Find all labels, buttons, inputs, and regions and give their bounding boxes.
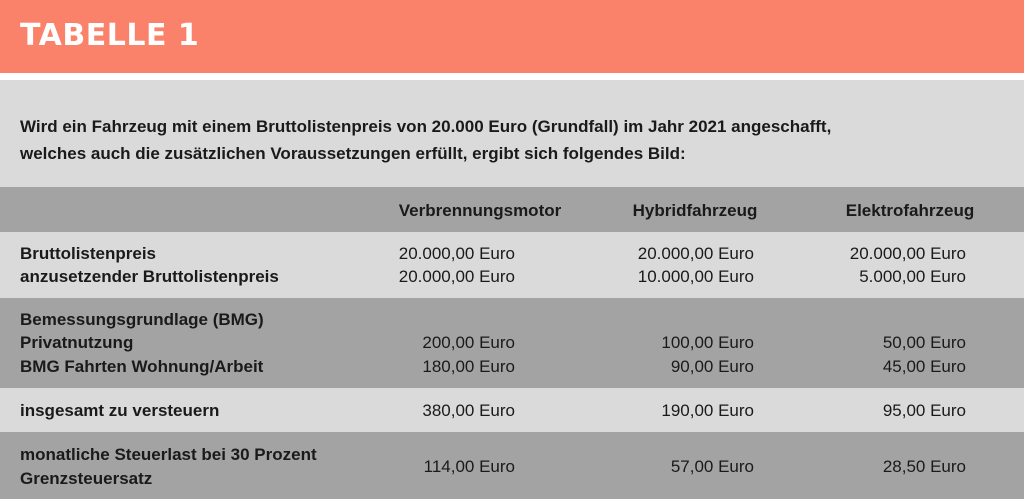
row-label-insgesamt: insgesamt zu versteuern	[20, 401, 220, 420]
column-header-elektrofahrzeug: Elektrofahrzeug	[845, 201, 975, 220]
table-row-steuerlast: monatliche Steuerlast bei 30 Prozent Gre…	[0, 432, 1024, 499]
table-cell: 100,00 Euro	[661, 333, 754, 352]
table-row-listenpreis: Bruttolistenpreis anzusetzender Bruttoli…	[0, 232, 1024, 298]
table-cell: 380,00 Euro	[422, 401, 515, 420]
table-title: TABELLE 1	[20, 18, 200, 53]
intro-line-1: Wird ein Fahrzeug mit einem Bruttolisten…	[20, 117, 832, 136]
table-header-bar: TABELLE 1	[0, 0, 1024, 73]
table-cell: 45,00 Euro	[882, 357, 966, 376]
intro-line-2: welches auch die zusätzlichen Voraussetz…	[20, 144, 686, 163]
table-cell: 5.000,00 Euro	[859, 267, 966, 286]
row-label-bmg-fahrten: BMG Fahrten Wohnung/Arbeit	[20, 357, 264, 376]
table-cell: 20.000,00 Euro	[398, 267, 515, 286]
table-cell: 57,00 Euro	[670, 457, 754, 476]
table-cell: 90,00 Euro	[670, 357, 754, 376]
table-cell: 20.000,00 Euro	[849, 244, 966, 263]
intro-text: Wird ein Fahrzeug mit einem Bruttolisten…	[20, 113, 1010, 167]
table-cell: 50,00 Euro	[882, 333, 966, 352]
row-label-bruttolistenpreis: Bruttolistenpreis	[20, 244, 157, 263]
column-header-hybridfahrzeug: Hybridfahrzeug	[632, 201, 758, 220]
column-header-row: Verbrennungsmotor Hybridfahrzeug Elektro…	[0, 187, 1024, 232]
header-divider	[0, 73, 1024, 80]
table-cell: 95,00 Euro	[882, 401, 966, 420]
row-label-anzusetzender-bruttolistenpreis: anzusetzender Bruttolistenpreis	[20, 267, 279, 286]
table-row-insgesamt: insgesamt zu versteuern 380,00 Euro 190,…	[0, 388, 1024, 432]
table-cell: 10.000,00 Euro	[637, 267, 754, 286]
table-cell: 20.000,00 Euro	[637, 244, 754, 263]
row-label-bemessungsgrundlage: Bemessungsgrundlage (BMG)	[20, 310, 264, 329]
table-cell: 180,00 Euro	[422, 357, 515, 376]
table-cell: 20.000,00 Euro	[398, 244, 515, 263]
table-row-bmg: Bemessungsgrundlage (BMG) Privatnutzung …	[0, 298, 1024, 388]
row-label-steuerlast-line-1: monatliche Steuerlast bei 30 Prozent	[20, 445, 317, 464]
table-cell: 200,00 Euro	[422, 333, 515, 352]
row-label-privatnutzung: Privatnutzung	[20, 333, 134, 352]
table-cell: 114,00 Euro	[423, 457, 515, 476]
column-header-verbrennungsmotor: Verbrennungsmotor	[398, 201, 562, 220]
row-label-steuerlast-line-2: Grenzsteuersatz	[20, 469, 153, 488]
intro-section: Wird ein Fahrzeug mit einem Bruttolisten…	[0, 80, 1024, 187]
table-cell: 190,00 Euro	[661, 401, 754, 420]
table-cell: 28,50 Euro	[882, 457, 966, 476]
